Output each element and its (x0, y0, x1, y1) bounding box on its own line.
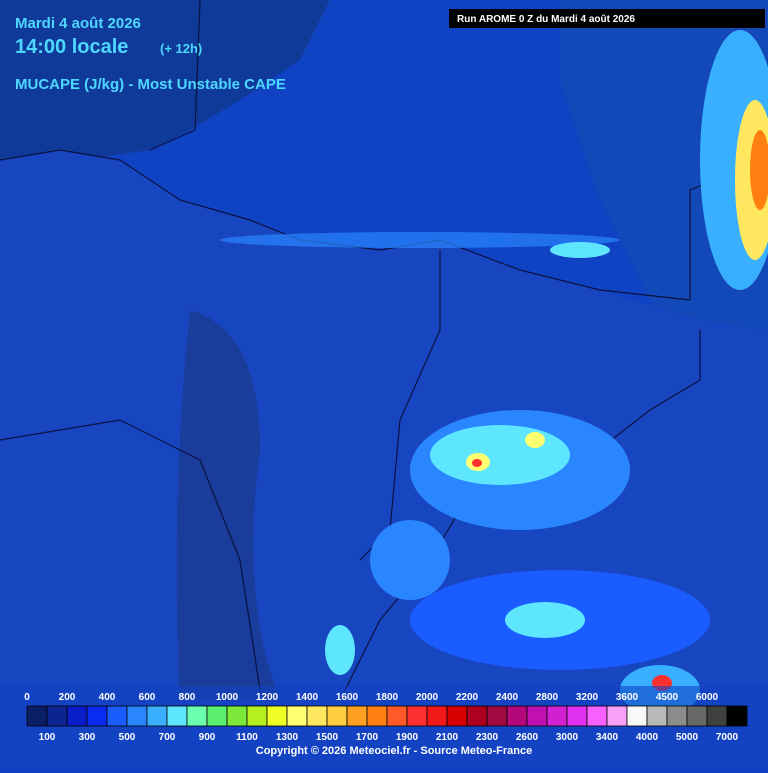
legend-label: 2800 (536, 692, 559, 703)
legend-label: 100 (39, 732, 56, 743)
legend-swatch (146, 705, 168, 727)
legend-swatch (106, 705, 128, 727)
legend-swatch (686, 705, 708, 727)
legend-swatch (446, 705, 468, 727)
legend-swatch (566, 705, 588, 727)
run: Run AROME 0 Z du Mardi 4 août 2026 (457, 14, 635, 25)
legend-label: 2200 (456, 692, 479, 703)
legend-swatch (606, 705, 628, 727)
legend-bg (0, 686, 768, 768)
legend-swatch (466, 705, 488, 727)
legend-swatch (86, 705, 108, 727)
legend-swatch (326, 705, 348, 727)
legend-label: 4000 (636, 732, 659, 743)
legend-label: 1900 (396, 732, 419, 743)
legend-swatch (186, 705, 208, 727)
legend-label: 2400 (496, 692, 519, 703)
legend-swatch (66, 705, 88, 727)
legend-swatch (426, 705, 448, 727)
cape-areas (220, 30, 768, 715)
legend-label: 0 (24, 692, 30, 703)
legend-label: 1300 (276, 732, 299, 743)
legend-label: 4500 (656, 692, 679, 703)
legend-swatch (206, 705, 228, 727)
legend-label: 3000 (556, 732, 579, 743)
legend-label: 1800 (376, 692, 399, 703)
terrain (176, 310, 280, 700)
legend-swatch (246, 705, 268, 727)
legend-label: 300 (79, 732, 96, 743)
legend-label: 1000 (216, 692, 239, 703)
legend-swatch (666, 705, 688, 727)
legend-label: 2300 (476, 732, 499, 743)
legend-label: 3400 (596, 732, 619, 743)
legend-label: 1700 (356, 732, 379, 743)
legend-label: 2100 (436, 732, 459, 743)
legend-label: 1600 (336, 692, 359, 703)
legend-label: 2600 (516, 732, 539, 743)
legend-label: 2000 (416, 692, 439, 703)
legend-swatch (226, 705, 248, 727)
legend-swatch (706, 705, 728, 727)
legend-label: 1500 (316, 732, 339, 743)
legend-swatch (646, 705, 668, 727)
lead: (+ 12h) (160, 41, 202, 56)
legend-label: 5000 (676, 732, 699, 743)
legend-swatch (46, 705, 68, 727)
legend-swatch (626, 705, 648, 727)
legend-label: 900 (199, 732, 216, 743)
legend-swatch (726, 705, 748, 727)
run-box (449, 9, 765, 28)
legend-swatch (546, 705, 568, 727)
legend-swatch (346, 705, 368, 727)
copyright: Copyright © 2026 Meteociel.fr - Source M… (256, 745, 532, 757)
time: 14:00 locale (15, 36, 128, 58)
legend-swatch (506, 705, 528, 727)
legend-swatch (586, 705, 608, 727)
legend-swatch (26, 705, 48, 727)
date: Mardi 4 août 2026 (15, 15, 141, 32)
legend-swatch (166, 705, 188, 727)
legend-label: 6000 (696, 692, 719, 703)
legend: 0 200 400 600 800 1000 1200 1400 1600 1800 2000 220… (24, 692, 748, 743)
legend-label: 3200 (576, 692, 599, 703)
legend-label: 3600 (616, 692, 639, 703)
legend-swatch (366, 705, 388, 727)
legend-label: 1200 (256, 692, 279, 703)
legend-label: 7000 (716, 732, 739, 743)
sea (0, 0, 330, 160)
legend-label: 800 (179, 692, 196, 703)
legend-label: 500 (119, 732, 136, 743)
legend-swatch (526, 705, 548, 727)
legend-label: 700 (159, 732, 176, 743)
legend-label: 400 (99, 692, 116, 703)
legend-swatch (306, 705, 328, 727)
legend-swatch (126, 705, 148, 727)
legend-swatch (266, 705, 288, 727)
legend-label: 200 (59, 692, 76, 703)
legend-swatch (406, 705, 428, 727)
legend-swatch (386, 705, 408, 727)
legend-label: 600 (139, 692, 156, 703)
parameter: MUCAPE (J/kg) - Most Unstable CAPE (15, 76, 286, 93)
legend-swatch (286, 705, 308, 727)
legend-label: 1100 (236, 732, 258, 743)
legend-label: 1400 (296, 692, 319, 703)
legend-swatch (486, 705, 508, 727)
